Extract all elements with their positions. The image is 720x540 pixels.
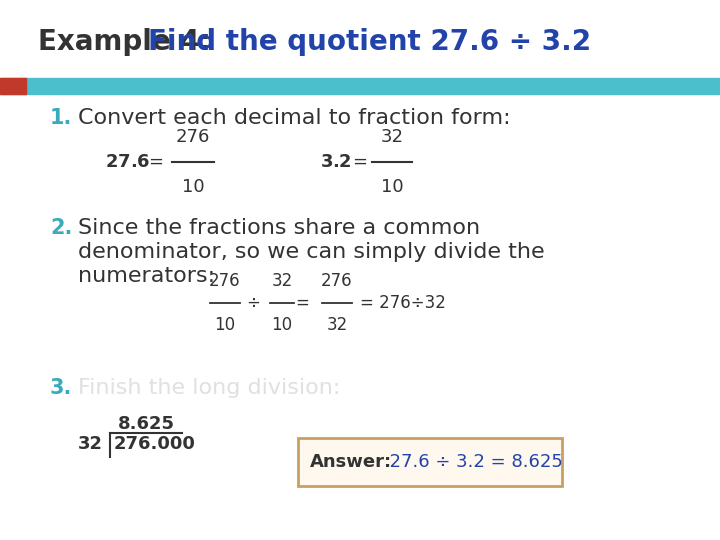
Text: 3.: 3.	[50, 378, 73, 398]
Text: 276: 276	[321, 272, 353, 290]
Text: Finish the long division:: Finish the long division:	[78, 378, 341, 398]
Text: =: =	[295, 294, 309, 312]
Text: =: =	[148, 153, 163, 171]
Text: 10: 10	[215, 316, 235, 334]
Text: 10: 10	[381, 178, 403, 196]
Text: = 276÷32: = 276÷32	[360, 294, 446, 312]
Text: Example 4:: Example 4:	[38, 28, 220, 56]
Bar	[0, 78, 26, 94]
Text: 276.000: 276.000	[114, 435, 196, 453]
Text: $\mathbf{27.6}$: $\mathbf{27.6}$	[105, 153, 150, 171]
Text: =: =	[352, 153, 367, 171]
Text: Convert each decimal to fraction form:: Convert each decimal to fraction form:	[78, 108, 510, 128]
Text: denominator, so we can simply divide the: denominator, so we can simply divide the	[78, 242, 544, 262]
Text: ÷: ÷	[246, 294, 260, 312]
Text: Since the fractions share a common: Since the fractions share a common	[78, 218, 480, 238]
Text: 8.625: 8.625	[118, 415, 175, 433]
Text: 27.6 ÷ 3.2 = 8.625: 27.6 ÷ 3.2 = 8.625	[378, 453, 563, 471]
Text: 32: 32	[380, 128, 403, 146]
Text: numerators:: numerators:	[78, 266, 215, 286]
Text: 32: 32	[326, 316, 348, 334]
Text: Find the quotient 27.6 ÷ 3.2: Find the quotient 27.6 ÷ 3.2	[148, 28, 591, 56]
Text: 10: 10	[181, 178, 204, 196]
Text: 32: 32	[78, 435, 103, 453]
Text: 10: 10	[271, 316, 292, 334]
FancyBboxPatch shape	[298, 438, 562, 486]
Text: Answer:: Answer:	[310, 453, 392, 471]
Text: 1.: 1.	[50, 108, 73, 128]
Text: 276: 276	[210, 272, 240, 290]
Text: $\mathbf{3.2}$: $\mathbf{3.2}$	[320, 153, 351, 171]
Text: 32: 32	[271, 272, 292, 290]
Bar	[0, 78, 720, 94]
Text: 2.: 2.	[50, 218, 73, 238]
Text: 276: 276	[176, 128, 210, 146]
